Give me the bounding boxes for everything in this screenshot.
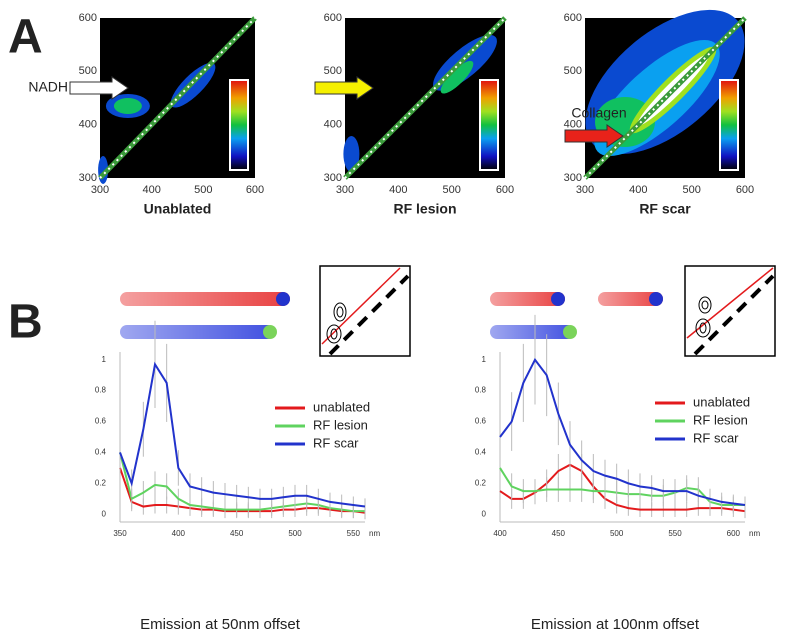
caption: Emission at 50nm offset bbox=[140, 616, 301, 633]
x-tick-label: 350 bbox=[113, 529, 127, 538]
y-tick-label: 500 bbox=[564, 65, 582, 77]
x-tick-label: 600 bbox=[496, 184, 514, 196]
x-tick-label: 550 bbox=[347, 529, 361, 538]
y-tick-label: 300 bbox=[564, 172, 582, 184]
x-tick-label: 450 bbox=[552, 529, 566, 538]
legend-label: RF scar bbox=[313, 435, 359, 450]
contour-region bbox=[113, 98, 142, 114]
y-tick-label: 0.6 bbox=[475, 417, 487, 426]
y-tick-label: 400 bbox=[564, 119, 582, 131]
x-tick-label: 400 bbox=[629, 184, 647, 196]
x-tick-label: 300 bbox=[336, 184, 354, 196]
y-tick-label: 300 bbox=[324, 172, 342, 184]
x-tick-label: 500 bbox=[682, 184, 700, 196]
x-tick-label: 400 bbox=[142, 184, 160, 196]
y-tick-label: 400 bbox=[324, 119, 342, 131]
series-line bbox=[499, 357, 746, 506]
y-tick-label: 500 bbox=[324, 65, 342, 77]
x-axis-label: RF scar bbox=[639, 201, 691, 217]
y-tick-label: 0.2 bbox=[95, 478, 107, 487]
y-tick-label: 0 bbox=[482, 509, 487, 518]
y-tick-label: 0.8 bbox=[475, 386, 487, 395]
x-tick-label: 500 bbox=[288, 529, 302, 538]
x-tick-label: 450 bbox=[230, 529, 244, 538]
inset bbox=[319, 265, 776, 357]
scatter-diagonal bbox=[584, 17, 746, 179]
annotation: Collagen bbox=[571, 105, 626, 121]
x-tick-label: 400 bbox=[172, 529, 186, 538]
panel-label: B bbox=[8, 296, 43, 349]
y-tick-label: 600 bbox=[324, 12, 342, 24]
x-axis-label: RF lesion bbox=[393, 201, 456, 217]
series-line bbox=[119, 467, 366, 514]
y-tick-label: 300 bbox=[79, 172, 97, 184]
y-tick-label: 1 bbox=[102, 355, 107, 364]
caption: Emission at 100nm offset bbox=[531, 616, 700, 633]
legend-label: RF scar bbox=[693, 430, 739, 445]
arrow bbox=[69, 76, 129, 100]
x-tick-label: 600 bbox=[727, 529, 741, 538]
series-line bbox=[499, 463, 746, 513]
annotation: NADH bbox=[28, 79, 68, 95]
bead-strips bbox=[120, 292, 663, 339]
colorbar bbox=[229, 79, 249, 171]
legend-label: unablated bbox=[313, 399, 370, 414]
y-tick-label: 0.8 bbox=[95, 386, 107, 395]
contour-region bbox=[440, 60, 474, 94]
panel-label: A bbox=[8, 11, 43, 64]
arrow bbox=[564, 124, 624, 148]
x-tick-label: 600 bbox=[246, 184, 264, 196]
arrow bbox=[314, 76, 374, 100]
x-tick-label: 550 bbox=[668, 529, 682, 538]
y-tick-label: 0 bbox=[102, 509, 107, 518]
y-tick-label: 400 bbox=[79, 119, 97, 131]
colorbar bbox=[479, 79, 499, 171]
y-tick-label: 500 bbox=[79, 65, 97, 77]
x-tick-label: 400 bbox=[493, 529, 507, 538]
y-tick-label: 1 bbox=[482, 355, 487, 364]
y-tick-label: 0.4 bbox=[475, 448, 487, 457]
legend-label: RF lesion bbox=[693, 412, 748, 427]
series-line bbox=[499, 467, 745, 506]
legend-label: RF lesion bbox=[313, 417, 368, 432]
x-axis-label: Unablated bbox=[144, 201, 212, 217]
y-tick-label: 0.4 bbox=[95, 448, 107, 457]
x-tick-label: 400 bbox=[389, 184, 407, 196]
colorbar bbox=[719, 79, 739, 171]
x-tick-label: 500 bbox=[194, 184, 212, 196]
scatter-diagonal bbox=[344, 17, 506, 179]
y-tick-label: 0.6 bbox=[95, 417, 107, 426]
series-line bbox=[119, 361, 366, 508]
x-unit: nm bbox=[749, 529, 760, 538]
scatter-diagonal bbox=[99, 17, 256, 179]
y-tick-label: 600 bbox=[79, 12, 97, 24]
x-tick-label: 300 bbox=[576, 184, 594, 196]
legend-label: unablated bbox=[693, 394, 750, 409]
y-tick-label: 0.2 bbox=[475, 478, 487, 487]
contour-region bbox=[343, 136, 360, 172]
y-tick-label: 600 bbox=[564, 12, 582, 24]
x-tick-label: 300 bbox=[91, 184, 109, 196]
x-tick-label: 600 bbox=[736, 184, 754, 196]
series-line bbox=[119, 452, 365, 513]
x-unit: nm bbox=[369, 529, 380, 538]
x-tick-label: 500 bbox=[610, 529, 624, 538]
x-tick-label: 500 bbox=[442, 184, 460, 196]
